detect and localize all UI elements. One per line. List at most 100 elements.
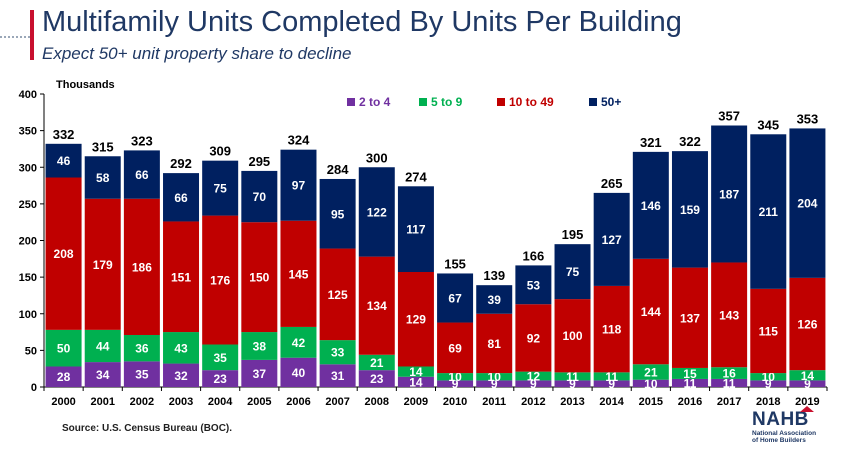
- bar-segment: [711, 367, 748, 379]
- bar-segment: [280, 357, 317, 387]
- segment-value-label: 23: [370, 372, 384, 386]
- bar-segment: [632, 258, 669, 365]
- page-title: Multifamily Units Completed By Units Per…: [42, 6, 682, 38]
- bar-segment: [45, 329, 82, 367]
- y-tick-label: 350: [19, 126, 37, 138]
- segment-value-label: 16: [722, 367, 736, 381]
- y-axis-label: Thousands: [56, 79, 115, 91]
- segment-value-label: 35: [213, 351, 227, 365]
- segment-value-label: 40: [292, 366, 306, 380]
- segment-value-label: 33: [331, 346, 345, 360]
- logo-wordmark: NAHB: [752, 409, 809, 430]
- y-tick-label: 400: [19, 89, 37, 101]
- segment-value-label: 9: [804, 377, 811, 391]
- segment-value-label: 43: [174, 341, 188, 355]
- y-tick-label: 300: [19, 162, 37, 174]
- source-note: Source: U.S. Census Bureau (BOC).: [62, 423, 233, 434]
- bar-segment: [437, 380, 474, 387]
- logo-roof-icon: [800, 406, 814, 412]
- x-tick-label: 2001: [90, 396, 114, 408]
- bar-segment: [671, 378, 708, 387]
- bar-segment: [397, 366, 434, 377]
- bar-total-label: 166: [523, 248, 545, 263]
- bar-segment: [554, 244, 591, 300]
- bar-segment: [45, 143, 82, 178]
- segment-value-label: 187: [719, 187, 739, 201]
- segment-value-label: 95: [331, 207, 345, 221]
- segment-value-label: 150: [249, 271, 269, 285]
- segment-value-label: 21: [644, 365, 658, 379]
- segment-value-label: 37: [253, 367, 267, 381]
- bar-segment: [358, 370, 395, 387]
- x-tick-label: 2003: [169, 396, 193, 408]
- segment-value-label: 10: [762, 370, 776, 384]
- segment-value-label: 127: [602, 233, 622, 247]
- segment-value-label: 9: [452, 377, 459, 391]
- x-tick-label: 2008: [365, 396, 389, 408]
- segment-value-label: 159: [680, 203, 700, 217]
- bar-segment: [671, 367, 708, 379]
- x-tick-label: 2007: [325, 396, 349, 408]
- x-tick-label: 2016: [678, 396, 702, 408]
- legend-label: 2 to 4: [359, 95, 391, 109]
- bar-segment: [319, 178, 356, 249]
- segment-value-label: 36: [135, 342, 149, 356]
- segment-value-label: 129: [406, 313, 426, 327]
- segment-value-label: 14: [801, 369, 815, 383]
- segment-value-label: 144: [641, 305, 661, 319]
- bar-segment: [123, 198, 160, 335]
- legend-swatch: [497, 98, 505, 106]
- segment-value-label: 146: [641, 199, 661, 213]
- segment-value-label: 122: [367, 205, 387, 219]
- bar-total-label: 292: [170, 156, 192, 171]
- segment-value-label: 11: [605, 370, 618, 384]
- bar-total-label: 324: [288, 133, 310, 148]
- segment-value-label: 9: [765, 377, 772, 391]
- segment-value-label: 126: [797, 318, 817, 332]
- y-tick-label: 250: [19, 199, 37, 211]
- x-tick-label: 2017: [717, 396, 741, 408]
- bar-segment: [84, 198, 121, 330]
- segment-value-label: 46: [57, 154, 71, 168]
- segment-value-label: 69: [448, 341, 462, 355]
- segment-value-label: 118: [602, 323, 622, 337]
- bar-segment: [280, 326, 317, 358]
- segment-value-label: 75: [213, 182, 227, 196]
- x-tick-label: 2005: [247, 396, 271, 408]
- bar-segment: [711, 378, 748, 387]
- segment-value-label: 9: [530, 377, 537, 391]
- y-tick-label: 100: [19, 309, 37, 321]
- segment-value-label: 134: [367, 299, 387, 313]
- bar-segment: [202, 215, 239, 345]
- bar-total-label: 357: [718, 108, 740, 123]
- bar-segment: [750, 288, 787, 374]
- bar-segment: [123, 361, 160, 387]
- bar-segment: [241, 170, 278, 223]
- bar-segment: [202, 370, 239, 387]
- bar-total-label: 315: [92, 139, 114, 154]
- bar-segment: [319, 340, 356, 365]
- segment-value-label: 81: [488, 337, 502, 351]
- segment-value-label: 137: [680, 311, 700, 325]
- segment-value-label: 53: [527, 278, 541, 292]
- segment-value-label: 31: [331, 369, 345, 383]
- bar-total-label: 155: [444, 256, 466, 271]
- segment-value-label: 176: [210, 274, 230, 288]
- bar-segment: [84, 362, 121, 387]
- bar-segment: [358, 167, 395, 257]
- segment-value-label: 11: [684, 376, 697, 390]
- segment-value-label: 117: [406, 223, 426, 237]
- bar-segment: [241, 222, 278, 333]
- nahb-logo: NAHB National Association of Home Builde…: [752, 406, 832, 450]
- segment-value-label: 75: [566, 265, 580, 279]
- bar-segment: [84, 329, 121, 363]
- segment-value-label: 21: [370, 356, 384, 370]
- bar-segment: [202, 160, 239, 216]
- bar-segment: [280, 149, 317, 221]
- bar-total-label: 323: [131, 133, 153, 148]
- x-tick-label: 2009: [404, 396, 428, 408]
- bar-segment: [632, 379, 669, 387]
- bar-segment: [789, 380, 826, 387]
- bar-segment: [241, 332, 278, 360]
- bar-segment: [515, 371, 552, 381]
